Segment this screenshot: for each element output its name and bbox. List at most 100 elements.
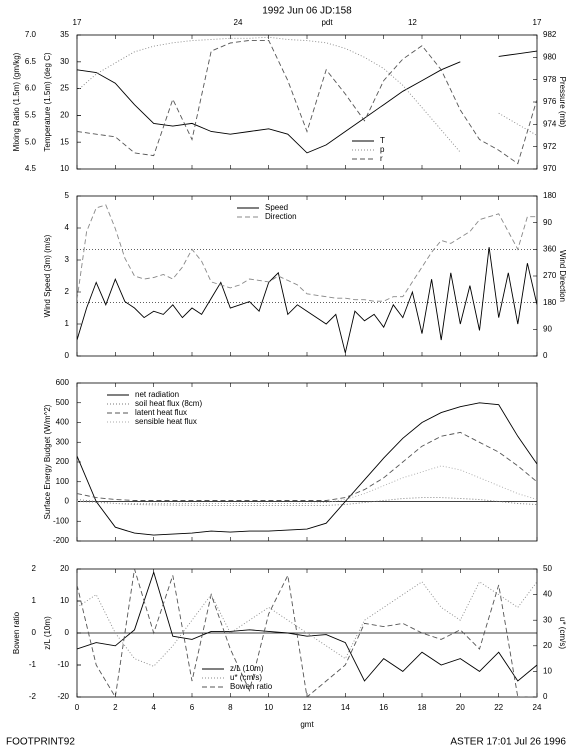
x-tick-label: 0 — [75, 703, 80, 712]
legend-label: net radiation — [135, 390, 179, 399]
series-line — [77, 581, 537, 667]
y3-tick-label: -1 — [29, 660, 37, 669]
y-axis-label: Surface Energy Budget (W/m^2) — [43, 404, 52, 519]
y3-tick-label: 6.5 — [25, 57, 37, 66]
series-line — [77, 570, 537, 682]
y2-tick-label: 980 — [543, 52, 557, 61]
y2-axis-label: u* (cm/s) — [558, 617, 567, 649]
y3-tick-label: 7.0 — [25, 30, 37, 39]
y-tick-label: -100 — [53, 516, 70, 525]
series-line — [77, 402, 537, 536]
x-tick-label: 20 — [456, 703, 465, 712]
series-line — [77, 39, 537, 165]
y-tick-label: 300 — [56, 437, 70, 446]
y3-axis-label: Bowen ratio — [12, 611, 21, 654]
legend-label: Speed — [265, 203, 288, 212]
y-axis-label: z/L (10m) — [43, 616, 52, 650]
y-tick-label: 0 — [65, 497, 70, 506]
y-tick-label: 4 — [65, 223, 70, 232]
x-tick-label: 12 — [303, 703, 312, 712]
y3-tick-label: -2 — [29, 692, 37, 701]
series-line — [77, 247, 537, 353]
y3-tick-label: 1 — [32, 596, 37, 605]
y-tick-label: 10 — [60, 164, 69, 173]
y-tick-label: 20 — [60, 564, 69, 573]
y-tick-label: 200 — [56, 457, 70, 466]
y2-tick-label: 974 — [543, 119, 557, 128]
y-tick-label: 2 — [65, 287, 70, 296]
x-tick-label: 14 — [341, 703, 350, 712]
series-line — [77, 204, 537, 302]
x-tick-label: 24 — [533, 703, 542, 712]
y3-tick-label: 2 — [32, 564, 37, 573]
top-tick-label: 24 — [234, 18, 243, 27]
x-tick-label: 6 — [190, 703, 195, 712]
chart-title: 1992 Jun 06 JD:158 — [262, 6, 352, 17]
y2-tick-label: 0 — [543, 351, 548, 360]
y2-tick-label: 50 — [543, 564, 552, 573]
top-axis-label: pdt — [321, 18, 333, 27]
top-tick-label: 17 — [73, 18, 82, 27]
footer-left: FOOTPRINT92 — [6, 737, 75, 748]
series-line — [77, 465, 537, 504]
series-line — [77, 569, 537, 697]
y-tick-label: -10 — [57, 660, 69, 669]
legend-label: r — [380, 154, 383, 163]
plot-frame — [76, 195, 538, 357]
y3-tick-label: 5.5 — [25, 111, 37, 120]
legend-label: p — [380, 145, 385, 154]
top-tick-label: 17 — [533, 18, 542, 27]
y3-tick-label: 6.0 — [25, 84, 37, 93]
y-tick-label: 25 — [60, 84, 69, 93]
series-line — [77, 50, 537, 154]
y-axis-label: Temperature (1.5m) (deg C) — [43, 52, 52, 151]
x-axis-label: gmt — [300, 720, 314, 729]
y-tick-label: 0 — [65, 351, 70, 360]
y-tick-label: 35 — [60, 30, 69, 39]
footer-right: ASTER 17:01 Jul 26 1996 — [450, 737, 566, 748]
y-tick-label: 10 — [60, 596, 69, 605]
legend-label: Direction — [265, 212, 297, 221]
y3-axis-label: Mixing Ratio (1.5m) (gm/kg) — [12, 52, 21, 151]
legend-label: u* (cm/s) — [230, 673, 262, 682]
y-tick-label: 3 — [65, 255, 70, 264]
x-tick-label: 2 — [113, 703, 118, 712]
y-tick-label: 30 — [60, 57, 69, 66]
x-tick-label: 4 — [151, 703, 156, 712]
legend-label: soil heat flux (8cm) — [135, 399, 202, 408]
legend-label: latent heat flux — [135, 408, 187, 417]
y-tick-label: 500 — [56, 398, 70, 407]
legend-label: z/L (10m) — [230, 664, 264, 673]
x-tick-label: 22 — [494, 703, 503, 712]
x-tick-label: 16 — [379, 703, 388, 712]
y3-tick-label: 4.5 — [25, 164, 37, 173]
legend-label: T — [380, 136, 385, 145]
y2-tick-label: 972 — [543, 142, 557, 151]
y2-tick-label: 360 — [543, 244, 557, 253]
y2-tick-label: 982 — [543, 30, 557, 39]
x-tick-label: 10 — [264, 703, 273, 712]
plot-frame — [76, 34, 538, 170]
y2-axis-label: Pressure (mb) — [558, 77, 567, 128]
y2-tick-label: 180 — [543, 191, 557, 200]
y-tick-label: 600 — [56, 378, 70, 387]
y-tick-label: -200 — [53, 536, 70, 545]
y2-tick-label: 976 — [543, 97, 557, 106]
y-tick-label: 1 — [65, 319, 70, 328]
y2-tick-label: 90 — [543, 218, 552, 227]
y-tick-label: 0 — [65, 628, 70, 637]
y-axis-label: Wind Speed (3m) (m/s) — [43, 234, 52, 317]
y2-tick-label: 10 — [543, 667, 552, 676]
y-tick-label: 5 — [65, 191, 70, 200]
top-tick-label: 12 — [408, 18, 417, 27]
y2-tick-label: 270 — [543, 271, 557, 280]
x-tick-label: 8 — [228, 703, 233, 712]
y2-tick-label: 0 — [543, 692, 548, 701]
legend-label: Bowen ratio — [230, 682, 273, 691]
y3-tick-label: 0 — [32, 628, 37, 637]
y2-tick-label: 978 — [543, 75, 557, 84]
y-tick-label: 15 — [60, 137, 69, 146]
y2-tick-label: 30 — [543, 615, 552, 624]
y3-tick-label: 5.0 — [25, 137, 37, 146]
